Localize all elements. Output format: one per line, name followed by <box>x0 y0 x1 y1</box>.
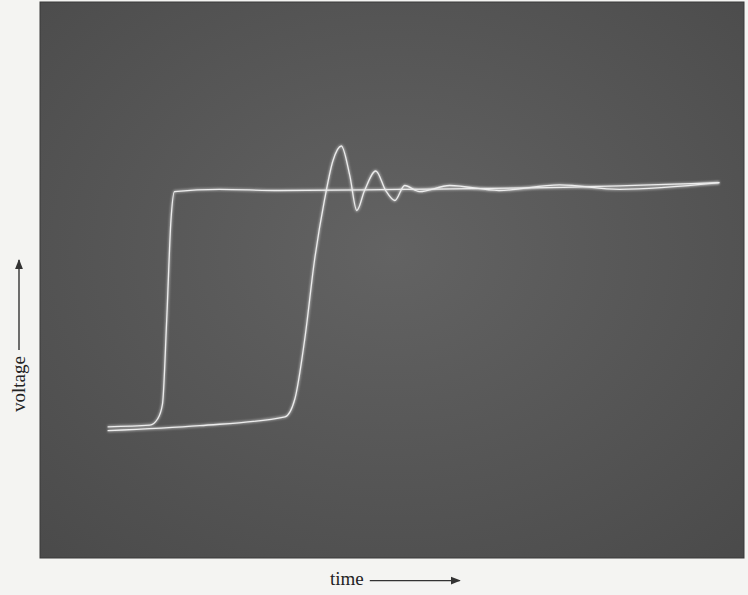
chart: time voltage <box>0 0 748 595</box>
trace-glow <box>108 146 720 431</box>
trace <box>108 183 720 427</box>
traces <box>108 146 720 431</box>
trace <box>108 146 720 431</box>
trace-glow <box>108 183 720 427</box>
y-axis-arrow <box>18 260 19 350</box>
x-axis-title: time <box>330 568 364 589</box>
plot-frame <box>40 2 744 558</box>
y-axis-title: voltage <box>8 356 29 412</box>
x-axis-arrow <box>370 580 460 581</box>
